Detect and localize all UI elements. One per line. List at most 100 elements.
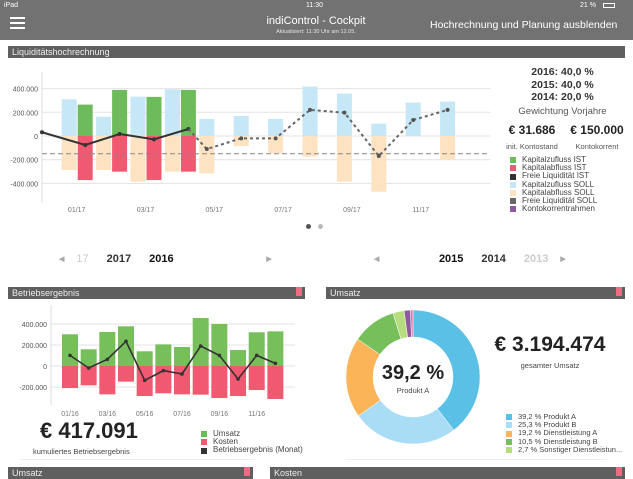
bar-kapitalabfluss-ist [112, 136, 128, 172]
point-ist [117, 131, 122, 136]
chevron-left-icon[interactable]: ◀ [59, 256, 65, 263]
legend-label: Kapitalzufluss IST [522, 155, 587, 164]
year-picker-left[interactable]: ◀ 17 2017 2016 ▶ [55, 251, 276, 267]
x-tick-label: 01/17 [68, 207, 86, 214]
legend-label: Betriebsergebnis (Monat) [213, 445, 303, 455]
section-header-umsatz-bottom: Umsatz [8, 467, 253, 479]
chevron-left-icon[interactable]: ◀ [374, 256, 380, 263]
bar-kosten [230, 366, 247, 397]
bar-kosten [62, 366, 78, 389]
chevron-right-icon[interactable]: ▶ [560, 256, 566, 263]
init-balance-block: € 31.686 init. Kontostand [502, 123, 562, 151]
point-operating-result [273, 361, 278, 366]
bar-kosten [192, 366, 209, 395]
bar-umsatz [267, 331, 284, 366]
point-soll [342, 110, 347, 115]
bar-kapitalabfluss-ist [77, 136, 93, 181]
point-soll [411, 118, 416, 123]
legend-item: 25,3 % Produkt B [506, 420, 622, 429]
legend-swatch [510, 189, 516, 196]
legend-swatch [506, 414, 512, 421]
credit-limit: € 150.000 [570, 123, 624, 137]
toggle-forecast-button[interactable]: Hochrechnung und Planung ausblenden [430, 19, 618, 31]
bar-kosten [211, 366, 228, 399]
x-tick-label: 11/17 [412, 207, 429, 214]
liquidity-chart[interactable]: 400.000 200.000 0 -200.000 -400.000 01/17 03/1… [0, 60, 495, 235]
legend-label: 10,5 % Dienstleistung B [518, 436, 598, 446]
bar-kapitalzufluss-soll [96, 116, 112, 136]
bar-kosten [99, 366, 116, 395]
legend-label: 39,2 % Produkt A [518, 412, 576, 421]
init-balance-label: init. Kontostand [506, 142, 558, 151]
legend-item: Freie Liquidität SOLL [510, 196, 597, 205]
year-option[interactable]: 2014 [481, 253, 506, 265]
x-tick-label: 09/17 [343, 207, 361, 214]
legend-item: Kapitalabfluss IST [510, 163, 597, 172]
section-title: Betriebsergebnis [12, 288, 80, 298]
x-tick-label: 01/16 [61, 411, 79, 418]
bar-kapitalabfluss-soll [302, 136, 318, 157]
point-soll [239, 136, 244, 141]
chevron-right-icon[interactable]: ▶ [266, 256, 272, 263]
battery-level: 21 % [580, 2, 596, 9]
bookmark-icon[interactable] [616, 287, 622, 296]
umsatz-donut[interactable] [340, 305, 490, 455]
donut-center-label: Produkt A [396, 386, 430, 395]
bar-umsatz [118, 326, 135, 366]
year-option-selected[interactable]: 2015 [438, 253, 464, 265]
y-tick-label: 400.000 [13, 87, 38, 94]
bar-kapitalabfluss-soll [440, 136, 456, 161]
x-tick-label: 07/17 [274, 207, 292, 214]
bar-umsatz [155, 344, 172, 366]
bar-kapitalabfluss-soll [199, 136, 215, 174]
legend-item: Kapitalabfluss SOLL [510, 188, 597, 197]
bar-umsatz [248, 332, 265, 366]
bar-kapitalzufluss-soll [61, 99, 77, 136]
x-tick-label: 03/17 [137, 207, 155, 214]
bar-kapitalzufluss-ist [112, 89, 128, 136]
donut-slice [412, 309, 481, 431]
point-operating-result [161, 368, 166, 373]
legend-swatch [506, 422, 512, 429]
bookmark-icon[interactable] [296, 287, 302, 296]
legend-swatch [506, 430, 512, 437]
bar-kapitalabfluss-soll [130, 136, 146, 182]
cumulative-result: € 417.091 [40, 418, 138, 443]
page-dot[interactable] [318, 224, 323, 229]
point-ist [83, 143, 88, 148]
legend-item: 19,2 % Dienstleistung A [506, 429, 622, 437]
point-soll [204, 147, 209, 152]
bar-kosten [174, 366, 191, 395]
hamburger-icon[interactable] [10, 17, 25, 29]
bookmark-icon[interactable] [616, 467, 622, 476]
update-timestamp: Aktualisiert: 11:30 Uhr am 12.05. [276, 29, 356, 35]
page-dot-active[interactable] [306, 224, 311, 229]
y-tick-label: 400.000 [22, 322, 47, 329]
year-picker-right[interactable]: ◀ 2015 2014 2013 ▶ [370, 251, 570, 267]
point-operating-result [105, 357, 110, 362]
legend-swatch [510, 173, 516, 180]
x-tick-label: 09/16 [211, 411, 229, 418]
battery-icon [603, 3, 615, 8]
legend-swatch [510, 157, 516, 164]
weight-2015: 2015: 40,0 % [531, 78, 594, 91]
bar-umsatz [136, 351, 153, 366]
year-option[interactable]: 2013 [523, 253, 549, 265]
betriebsergebnis-chart[interactable]: 400.000 200.000 0 -200.000 01/16 03/16 05/16 07… [0, 300, 305, 420]
bar-kapitalabfluss-soll [371, 136, 387, 192]
init-balance: € 31.686 [508, 123, 556, 137]
year-option[interactable]: 17 [76, 253, 89, 265]
section-header-umsatz: Umsatz [326, 287, 625, 299]
bar-kapitalzufluss-ist [77, 104, 93, 136]
point-soll [445, 107, 450, 112]
year-option-selected[interactable]: 2016 [149, 253, 174, 265]
point-ist [40, 130, 44, 135]
year-option[interactable]: 2017 [106, 253, 132, 265]
legend-label: Kosten [213, 437, 238, 447]
y-tick-label: 200.000 [22, 343, 47, 350]
divider [20, 459, 255, 460]
bookmark-icon[interactable] [244, 467, 250, 476]
total-revenue: € 3.194.474 [494, 333, 606, 356]
legend-swatch [510, 198, 516, 205]
y-tick-label: -200.000 [10, 158, 38, 165]
